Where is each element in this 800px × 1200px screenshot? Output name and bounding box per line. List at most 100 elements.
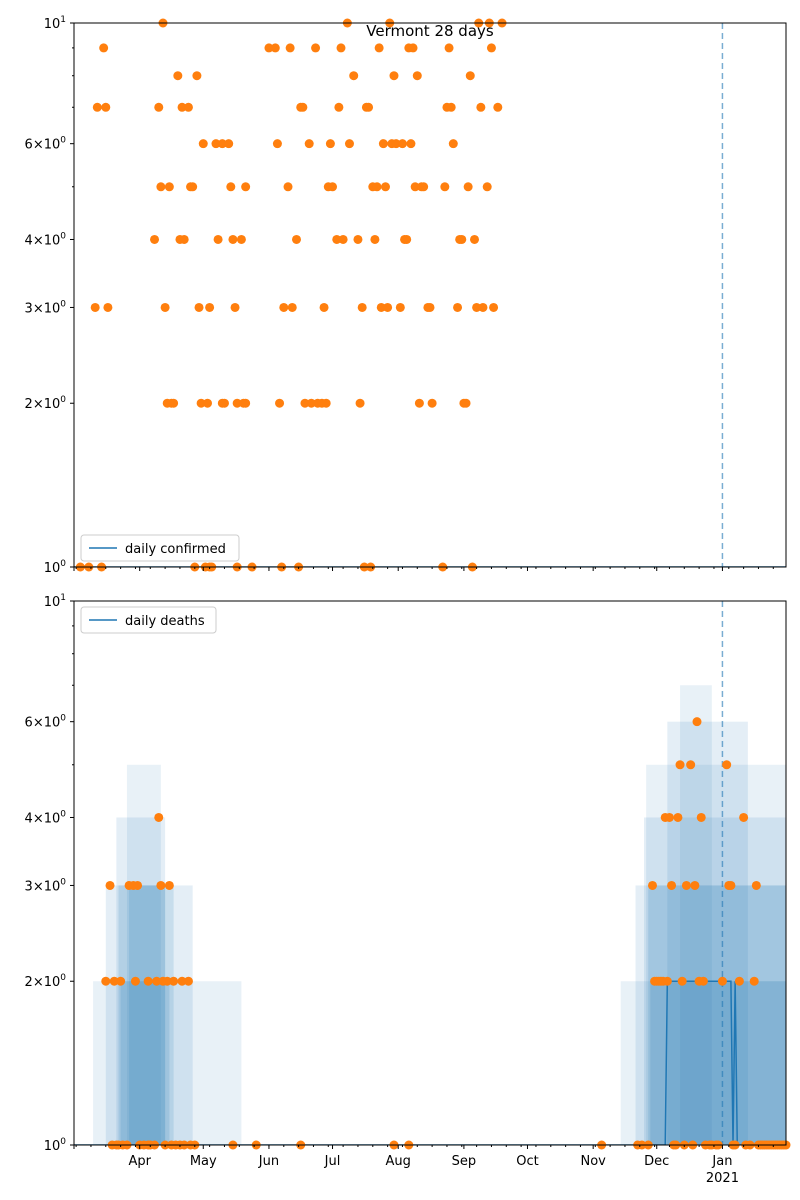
data-point — [696, 812, 706, 822]
data-point — [169, 976, 179, 986]
confirmed-panel: 100 2×100 3×100 4×100 6×100 101 Vermont 28 day… — [25, 15, 787, 576]
legend-label: daily deaths — [125, 614, 205, 629]
data-point — [482, 182, 492, 192]
data-point — [143, 976, 153, 986]
data-point — [470, 234, 479, 244]
data-point — [154, 812, 164, 822]
data-point — [722, 760, 732, 770]
data-point — [493, 102, 503, 112]
data-point — [353, 234, 363, 244]
data-point — [414, 398, 424, 408]
data-point — [219, 398, 229, 408]
data-point — [90, 302, 100, 312]
band-segment — [620, 981, 786, 1145]
data-point — [412, 71, 422, 81]
band-segment — [118, 885, 174, 1145]
data-point — [410, 182, 420, 192]
data-point — [319, 302, 329, 312]
data-point — [101, 976, 111, 986]
x-tick-label: Jul — [324, 1154, 341, 1169]
data-point — [105, 880, 115, 890]
data-point — [751, 880, 761, 890]
data-point — [406, 139, 416, 149]
data-point — [192, 71, 202, 81]
data-point — [272, 139, 282, 149]
band-segment — [680, 685, 712, 1145]
data-point — [241, 182, 251, 192]
data-point — [283, 182, 293, 192]
data-point — [169, 398, 179, 408]
data-point — [427, 398, 437, 408]
data-point — [389, 71, 399, 81]
band-segment — [635, 885, 786, 1145]
data-point — [667, 880, 677, 890]
x-year-label: 2021 — [706, 1171, 739, 1186]
data-point — [183, 976, 193, 986]
legend: daily confirmed — [80, 534, 240, 562]
data-point — [211, 139, 221, 149]
data-point — [383, 302, 393, 312]
chart-title: Vermont 28 days — [366, 22, 494, 40]
data-point — [376, 302, 386, 312]
data-point — [311, 43, 321, 53]
data-point — [177, 102, 187, 112]
data-point — [116, 976, 126, 986]
data-point — [226, 182, 236, 192]
data-point — [381, 182, 390, 192]
legend-box — [80, 534, 240, 562]
data-point — [264, 43, 274, 53]
data-point — [150, 234, 160, 244]
data-point — [194, 302, 204, 312]
data-point — [463, 182, 473, 192]
deaths-panel: 100 2×100 3×100 4×100 6×100 101 Apr May Jun Jul Au… — [25, 593, 791, 1186]
data-point — [101, 102, 111, 112]
y-tick-label: 100 — [44, 559, 67, 576]
data-point — [419, 182, 429, 192]
x-tick-label: Apr — [128, 1154, 151, 1169]
data-point — [338, 234, 348, 244]
plot-area — [74, 601, 786, 1145]
data-point — [690, 880, 700, 890]
data-point — [92, 102, 102, 112]
data-point — [99, 43, 109, 53]
y-tick-label: 4×100 — [25, 809, 67, 826]
data-point — [444, 43, 454, 53]
data-point — [198, 139, 208, 149]
y-tick-label: 2×100 — [25, 395, 67, 412]
data-point — [370, 234, 380, 244]
data-point — [236, 234, 246, 244]
data-point — [152, 976, 162, 986]
data-point — [717, 976, 727, 986]
data-point — [726, 880, 736, 890]
data-point — [164, 880, 174, 890]
data-point — [662, 976, 672, 986]
data-point — [279, 302, 289, 312]
data-point — [130, 976, 140, 986]
data-point — [734, 976, 744, 986]
band-segment — [93, 981, 242, 1145]
data-point — [217, 139, 227, 149]
data-point — [472, 302, 482, 312]
x-tick-label: Nov — [580, 1154, 606, 1169]
data-point — [213, 234, 223, 244]
data-point — [332, 234, 342, 244]
data-point — [673, 812, 683, 822]
axes-frame — [73, 22, 787, 568]
y-tick-label: 100 — [44, 1137, 67, 1154]
data-point — [228, 234, 238, 244]
legend-box — [80, 606, 217, 634]
band-segment — [648, 885, 786, 1145]
data-point — [739, 812, 749, 822]
band-segment — [129, 885, 166, 1145]
data-point — [457, 234, 467, 244]
data-point — [287, 302, 297, 312]
x-tick-label: Sep — [452, 1154, 477, 1169]
data-point — [378, 139, 388, 149]
data-point — [465, 71, 475, 81]
data-point — [448, 139, 458, 149]
y-tick-label: 3×100 — [25, 877, 67, 894]
data-point — [357, 302, 367, 312]
data-point — [677, 976, 687, 986]
x-tick-label: Aug — [386, 1154, 411, 1169]
data-point — [425, 302, 435, 312]
